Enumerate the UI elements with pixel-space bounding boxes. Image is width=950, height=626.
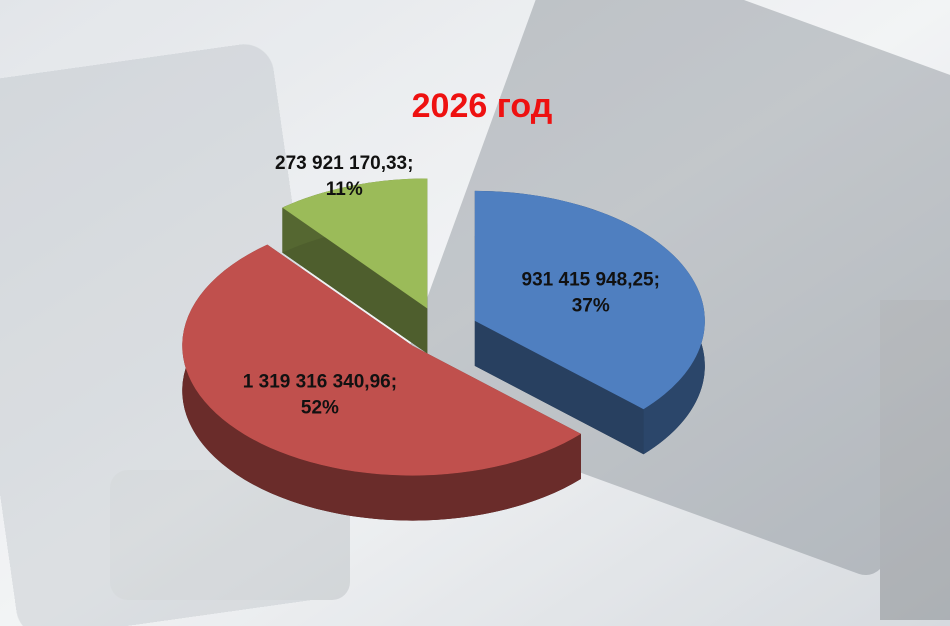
chart-title: 2026 год — [412, 87, 553, 125]
data-label: 931 415 948,25; — [522, 269, 660, 290]
pie-slice-group — [282, 178, 428, 354]
slice-wall — [474, 320, 644, 455]
pie-slice — [182, 244, 581, 476]
data-label-percent: 52% — [301, 397, 339, 418]
data-label-percent: 11% — [326, 179, 363, 200]
slice-wall — [282, 207, 428, 354]
slice-side — [182, 244, 581, 521]
pie-slice-group — [182, 244, 581, 521]
pie-slice — [474, 190, 705, 410]
data-label: 1 319 316 340,96; — [243, 371, 397, 392]
data-label-percent: 37% — [572, 295, 610, 316]
pie-slice-group — [474, 190, 705, 455]
data-label: 273 921 170,33; — [275, 153, 413, 174]
pie-slice — [282, 178, 428, 309]
